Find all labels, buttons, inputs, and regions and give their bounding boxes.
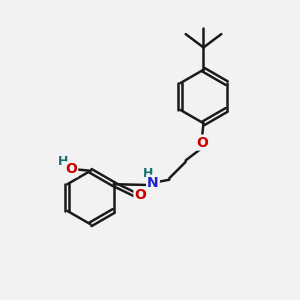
Text: H: H [58, 155, 68, 168]
Text: O: O [196, 136, 208, 150]
Text: O: O [134, 188, 146, 202]
Text: N: N [147, 176, 159, 190]
Text: H: H [142, 167, 153, 180]
Text: O: O [65, 162, 77, 176]
